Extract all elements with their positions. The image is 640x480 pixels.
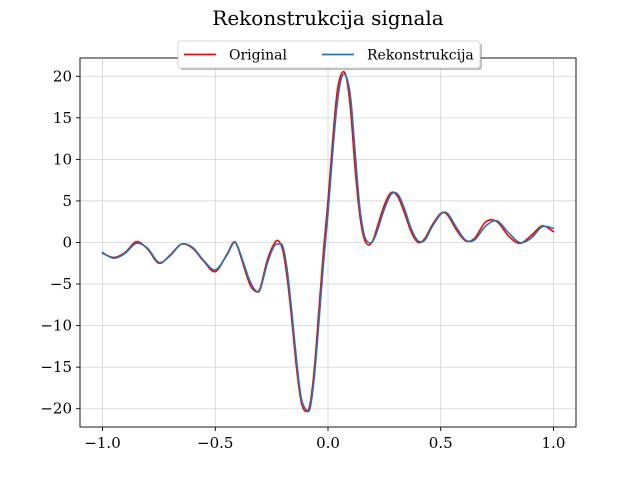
series-line-rekonstrukcija — [101, 73, 555, 413]
y-tick-label: 10 — [53, 150, 72, 168]
legend: Original Rekonstrukcija — [177, 40, 482, 70]
legend-label-rekonstrukcija: Rekonstrukcija — [367, 48, 474, 64]
x-tick-label: 0.0 — [316, 434, 340, 452]
y-tick-label: −10 — [40, 317, 72, 335]
x-tick-label: −1.0 — [84, 434, 120, 452]
chart-title: Rekonstrukcija signala — [212, 6, 444, 30]
legend-label-original: Original — [229, 48, 287, 64]
x-tick-label: 0.5 — [429, 434, 453, 452]
y-tick-label: 20 — [53, 67, 72, 85]
series-line-original — [101, 70, 555, 413]
y-tick-label: −15 — [40, 358, 72, 376]
axis-ticks: −1.0 −0.5 0.0 0.5 1.0 −20 −15 −10 −5 0 5 10 15 20 — [40, 67, 565, 452]
y-tick-label: 5 — [62, 192, 72, 210]
x-tick-label: −0.5 — [197, 434, 233, 452]
grid-lines — [80, 58, 576, 427]
y-tick-label: 15 — [53, 109, 72, 127]
x-tick-label: 1.0 — [542, 434, 566, 452]
y-tick-label: 0 — [62, 234, 72, 252]
y-tick-label: −20 — [40, 400, 72, 418]
series-lines — [101, 70, 555, 413]
y-tick-label: −5 — [50, 275, 72, 293]
